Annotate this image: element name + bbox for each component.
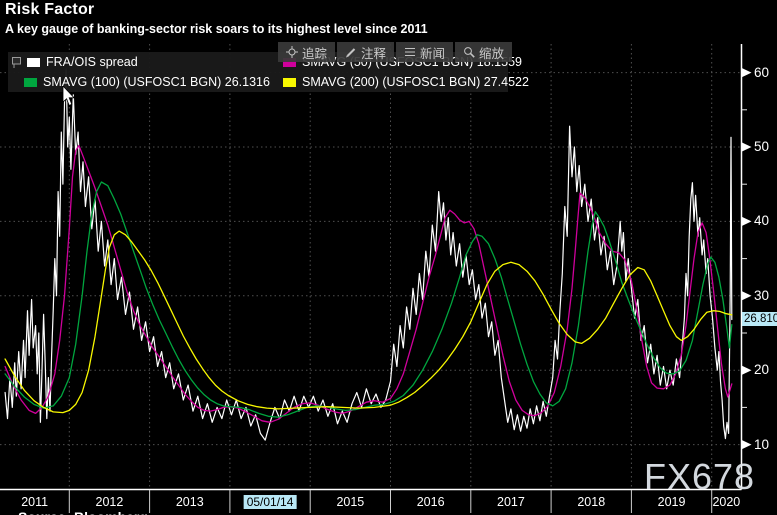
x-axis-label: 2012	[95, 495, 124, 509]
news-button-label: 新闻	[420, 46, 446, 61]
x-axis-label: 2015	[336, 495, 365, 509]
news-icon	[405, 48, 416, 56]
x-axis-label: 2016	[416, 495, 445, 509]
legend-item-smavg100[interactable]: SMAVG (100) (USFOSC1 BGN) 26.1316	[43, 75, 270, 89]
legend-item-fra-ois[interactable]: FRA/OIS spread	[46, 55, 138, 69]
y-axis-label: 10	[754, 436, 770, 452]
y-axis-label: 60	[754, 64, 770, 80]
zoom-button-label: 缩放	[479, 46, 505, 61]
y-axis-label: 40	[754, 213, 770, 229]
y-tick-arrow-icon	[742, 216, 752, 226]
x-axis-label: 2018	[577, 495, 606, 509]
y-tick-arrow-icon	[742, 440, 752, 450]
pin-icon[interactable]	[11, 54, 22, 68]
zoom-button[interactable]: 缩放	[455, 42, 513, 62]
series-2	[4, 181, 733, 418]
y-tick-arrow-icon	[742, 68, 752, 78]
y-axis-label: 20	[754, 362, 770, 378]
y-axis-label: 30	[754, 287, 770, 303]
legend-swatch-smavg100	[24, 78, 37, 87]
y-tick-arrow-icon	[742, 365, 752, 375]
track-button-label: 追踪	[302, 46, 328, 61]
chart-toolbar: 追踪 注释 新闻 缩放	[278, 42, 513, 62]
pencil-icon	[346, 48, 356, 58]
annotate-button-label: 注释	[361, 46, 387, 61]
x-axis-label: 2017	[497, 495, 525, 509]
legend-row-2: SMAVG (100) (USFOSC1 BGN) 26.1316 SMAVG …	[8, 72, 529, 92]
legend-swatch-fra-ois	[27, 58, 40, 67]
y-axis-label: 50	[754, 139, 770, 154]
x-axis-date-highlight: 05/01/14	[243, 495, 297, 509]
chart-subtitle: A key gauge of banking-sector risk soars…	[5, 22, 428, 36]
track-button[interactable]: 追踪	[278, 42, 336, 62]
legend-swatch-smavg50	[283, 58, 296, 67]
series-3	[4, 230, 733, 414]
y-tick-arrow-icon	[742, 291, 752, 301]
y-tick-arrow-icon	[742, 142, 752, 152]
mouse-cursor	[62, 86, 76, 107]
series-0	[4, 68, 733, 441]
page-title: Risk Factor	[5, 1, 95, 18]
annotate-button[interactable]: 注释	[337, 42, 395, 62]
watermark: FX678	[644, 456, 756, 497]
source-text: Source: Bloomberg	[18, 509, 148, 515]
legend-item-smavg200[interactable]: SMAVG (200) (USFOSC1 BGN) 27.4522	[302, 75, 529, 89]
x-axis-label: 2013	[175, 495, 204, 509]
x-axis-label: 2020	[712, 495, 741, 509]
last-price-flag: 26.8100	[742, 311, 777, 326]
x-axis-label: 2019	[657, 495, 686, 509]
news-button[interactable]: 新闻	[396, 42, 454, 62]
x-axis-label: 2011	[21, 495, 49, 509]
legend-swatch-smavg200	[283, 78, 296, 87]
crosshair-icon	[286, 46, 298, 58]
magnifier-icon	[464, 47, 475, 58]
